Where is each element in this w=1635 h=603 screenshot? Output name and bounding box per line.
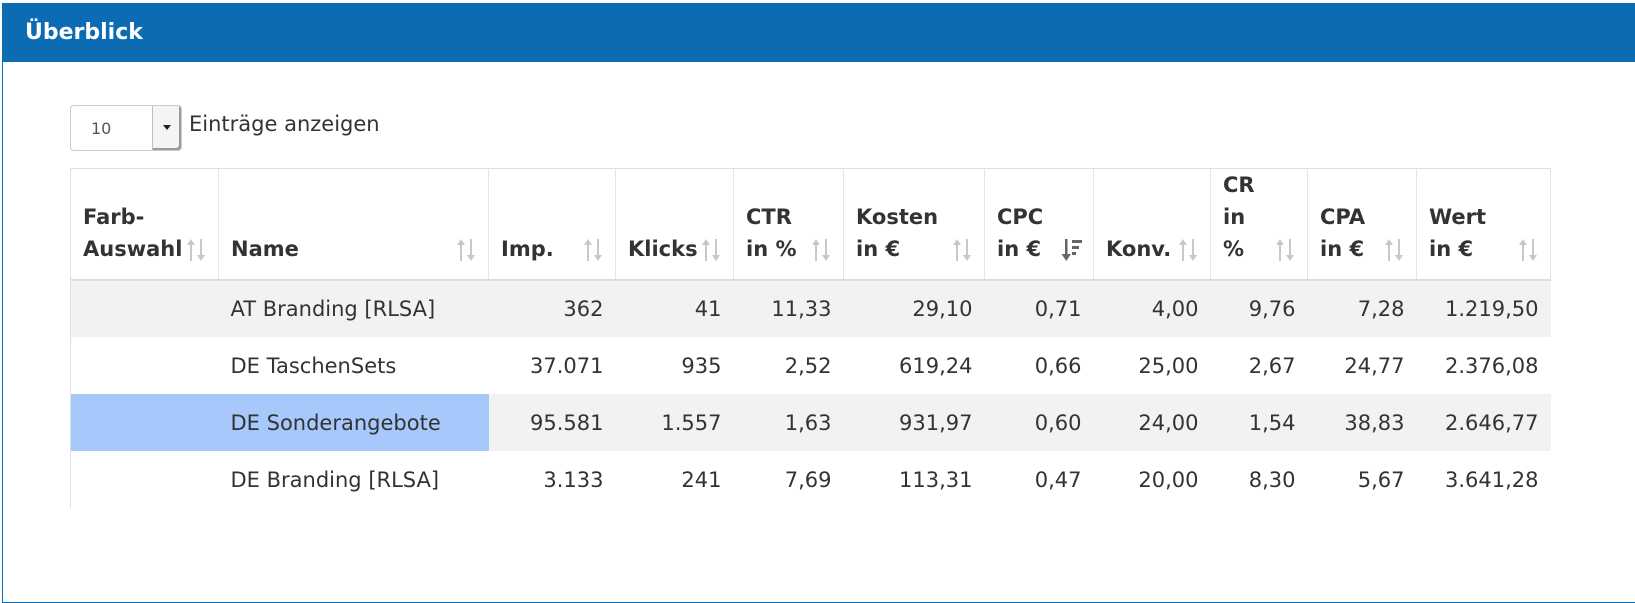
ctr-cell: 1,63 — [733, 394, 844, 451]
caret-down-icon — [163, 125, 171, 130]
klicks-cell: 935 — [615, 337, 734, 394]
konv-cell: 25,00 — [1093, 337, 1211, 394]
column-header-label: Imp. — [501, 237, 554, 261]
imp-cell: 37.071 — [488, 337, 616, 394]
table-header-row: Farb- Auswahl Name Imp. Klicks CTR in % Kosten i… — [70, 168, 1551, 281]
panel-title: Überblick — [3, 4, 1635, 62]
column-header-1[interactable]: Name — [218, 168, 489, 281]
cr-cell: 8,30 — [1210, 451, 1308, 508]
column-header-label: CTR — [746, 205, 792, 229]
imp-cell: 3.133 — [488, 451, 616, 508]
sort-both-icon[interactable] — [456, 237, 478, 263]
cpc-cell: 0,71 — [984, 280, 1094, 337]
cpa-cell: 5,67 — [1307, 451, 1417, 508]
column-header-6[interactable]: CPC in € — [984, 168, 1094, 281]
campaign-name-cell: AT Branding [RLSA] — [218, 280, 489, 337]
wert-cell: 2.376,08 — [1416, 337, 1551, 394]
column-header-label: in % — [746, 237, 797, 261]
campaign-name-cell: DE Sonderangebote — [218, 394, 489, 451]
cr-cell: 9,76 — [1210, 280, 1308, 337]
cpa-cell: 7,28 — [1307, 280, 1417, 337]
campaign-name-cell: DE Branding [RLSA] — [218, 451, 489, 508]
klicks-cell: 41 — [615, 280, 734, 337]
column-header-10[interactable]: Wert in € — [1416, 168, 1551, 281]
sort-both-icon[interactable] — [186, 237, 208, 263]
overview-table: Farb- Auswahl Name Imp. Klicks CTR in % Kosten i… — [70, 168, 1551, 508]
konv-cell: 20,00 — [1093, 451, 1211, 508]
konv-cell: 4,00 — [1093, 280, 1211, 337]
column-header-8[interactable]: CR in% — [1210, 168, 1308, 281]
klicks-cell: 1.557 — [615, 394, 734, 451]
color-choice-cell[interactable] — [70, 394, 219, 451]
column-header-label: Klicks — [628, 237, 698, 261]
wert-cell: 3.641,28 — [1416, 451, 1551, 508]
column-header-label: Name — [231, 237, 299, 261]
table-row[interactable]: DE TaschenSets 37.071 935 2,52 619,24 0,66 25,… — [70, 337, 1551, 394]
column-header-label: CPC — [997, 205, 1044, 229]
entries-length-control: 10 Einträge anzeigen — [70, 105, 380, 151]
kosten-cell: 931,97 — [843, 394, 985, 451]
cpc-cell: 0,66 — [984, 337, 1094, 394]
color-choice-cell[interactable] — [70, 337, 219, 394]
column-header-label: in € — [1429, 237, 1474, 261]
kosten-cell: 619,24 — [843, 337, 985, 394]
sort-both-icon[interactable] — [1275, 237, 1297, 263]
cpa-cell: 24,77 — [1307, 337, 1417, 394]
sort-both-icon[interactable] — [811, 237, 833, 263]
table-row[interactable]: AT Branding [RLSA] 362 41 11,33 29,10 0,71 4,0… — [70, 280, 1551, 337]
cr-cell: 2,67 — [1210, 337, 1308, 394]
column-header-label: Kosten — [856, 205, 939, 229]
sort-both-icon[interactable] — [952, 237, 974, 263]
column-header-5[interactable]: Kosten in € — [843, 168, 985, 281]
column-header-label: Konv. — [1106, 237, 1172, 261]
column-header-label: % — [1223, 237, 1245, 261]
sort-both-icon[interactable] — [1178, 237, 1200, 263]
sort-amount-desc-icon[interactable] — [1061, 237, 1083, 263]
column-header-label: Wert — [1429, 205, 1487, 229]
entries-per-page-value: 10 — [91, 119, 112, 138]
entries-per-page-label: Einträge anzeigen — [189, 112, 380, 136]
klicks-cell: 241 — [615, 451, 734, 508]
column-header-4[interactable]: CTR in % — [733, 168, 844, 281]
cpc-cell: 0,60 — [984, 394, 1094, 451]
column-header-9[interactable]: CPA in € — [1307, 168, 1417, 281]
column-header-label: in — [1223, 205, 1246, 229]
column-header-3[interactable]: Klicks — [615, 168, 734, 281]
column-header-7[interactable]: Konv. — [1093, 168, 1211, 281]
sort-both-icon[interactable] — [583, 237, 605, 263]
sort-both-icon[interactable] — [701, 237, 723, 263]
cpa-cell: 38,83 — [1307, 394, 1417, 451]
table-row[interactable]: DE Sonderangebote 95.581 1.557 1,63 931,97 0,… — [70, 394, 1551, 451]
column-header-label: CR — [1223, 173, 1255, 197]
konv-cell: 24,00 — [1093, 394, 1211, 451]
cpc-cell: 0,47 — [984, 451, 1094, 508]
sort-both-icon[interactable] — [1384, 237, 1406, 263]
column-header-label: in € — [997, 237, 1042, 261]
campaign-name-cell: DE TaschenSets — [218, 337, 489, 394]
column-header-0[interactable]: Farb- Auswahl — [70, 168, 219, 281]
column-header-label: CPA — [1320, 205, 1366, 229]
imp-cell: 95.581 — [488, 394, 616, 451]
column-header-2[interactable]: Imp. — [488, 168, 616, 281]
column-header-label: Auswahl — [83, 237, 183, 261]
dropdown-toggle[interactable] — [152, 106, 181, 150]
table-body: AT Branding [RLSA] 362 41 11,33 29,10 0,71 4,0… — [70, 280, 1551, 508]
kosten-cell: 29,10 — [843, 280, 985, 337]
wert-cell: 1.219,50 — [1416, 280, 1551, 337]
table-row[interactable]: DE Branding [RLSA] 3.133 241 7,69 113,31 0,47… — [70, 451, 1551, 508]
ctr-cell: 7,69 — [733, 451, 844, 508]
ctr-cell: 11,33 — [733, 280, 844, 337]
column-header-label: Farb- — [83, 205, 145, 229]
entries-per-page-select[interactable]: 10 — [70, 105, 182, 151]
color-choice-cell[interactable] — [70, 280, 219, 337]
column-header-label: in € — [856, 237, 901, 261]
kosten-cell: 113,31 — [843, 451, 985, 508]
column-header-label: in € — [1320, 237, 1365, 261]
color-choice-cell[interactable] — [70, 451, 219, 508]
imp-cell: 362 — [488, 280, 616, 337]
ctr-cell: 2,52 — [733, 337, 844, 394]
sort-both-icon[interactable] — [1518, 237, 1540, 263]
cr-cell: 1,54 — [1210, 394, 1308, 451]
wert-cell: 2.646,77 — [1416, 394, 1551, 451]
